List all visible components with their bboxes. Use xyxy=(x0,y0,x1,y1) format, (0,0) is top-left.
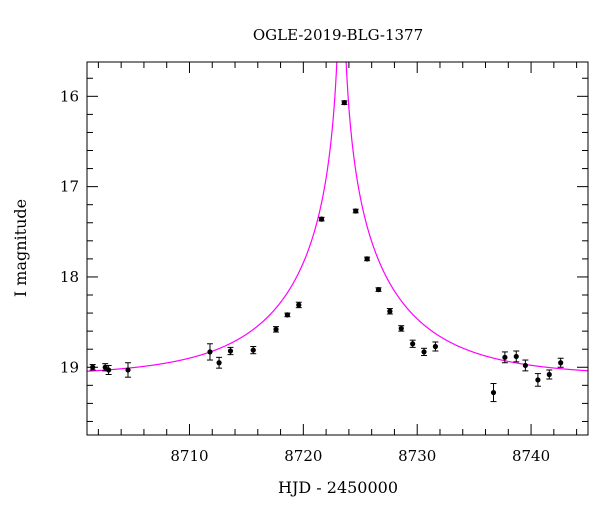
point-marker xyxy=(125,367,131,373)
data-point xyxy=(250,345,257,355)
point-marker xyxy=(250,347,256,353)
point-marker xyxy=(398,325,404,332)
data-point xyxy=(273,326,280,333)
point-marker xyxy=(375,286,382,293)
data-point xyxy=(352,208,359,214)
x-axis-label: HJD - 2450000 xyxy=(278,478,398,497)
point-marker xyxy=(284,312,290,318)
data-point xyxy=(490,383,497,403)
data-point xyxy=(534,373,541,387)
data-point xyxy=(216,356,223,369)
y-tick-label: 16 xyxy=(60,87,79,105)
chart-title: OGLE-2019-BLG-1377 xyxy=(253,26,423,44)
point-marker xyxy=(341,100,347,106)
plot-frame xyxy=(86,61,589,436)
point-marker xyxy=(558,360,564,366)
point-marker xyxy=(106,367,112,373)
point-marker xyxy=(227,348,234,354)
tick-labels: 8710 8720 8730 8740 16 17 18 19 xyxy=(60,87,550,465)
point-marker xyxy=(207,349,213,355)
y-tick-label: 17 xyxy=(60,178,79,196)
data-point xyxy=(421,347,428,357)
data-point xyxy=(206,343,213,361)
axis-ticks xyxy=(87,62,588,435)
point-marker xyxy=(364,256,370,262)
data-point xyxy=(341,100,348,106)
data-point xyxy=(105,364,112,375)
point-marker xyxy=(353,208,359,214)
model-curve xyxy=(87,62,588,372)
y-axis-label: I magnitude xyxy=(11,199,30,297)
point-marker xyxy=(432,343,439,350)
point-marker xyxy=(90,364,96,370)
point-marker xyxy=(318,216,325,222)
point-marker xyxy=(513,353,519,360)
data-point xyxy=(546,369,553,380)
x-tick-label: 8730 xyxy=(398,447,436,465)
data-point xyxy=(227,346,234,356)
data-point xyxy=(295,301,302,309)
data-point xyxy=(501,351,508,364)
data-point xyxy=(284,312,291,318)
x-tick-label: 8710 xyxy=(170,447,208,465)
y-tick-label: 19 xyxy=(60,358,79,376)
data-point xyxy=(398,325,405,332)
data-point xyxy=(318,216,325,222)
point-marker xyxy=(502,354,508,360)
data-point xyxy=(513,350,520,363)
point-marker xyxy=(296,302,302,308)
x-tick-label: 8720 xyxy=(284,447,322,465)
data-points xyxy=(89,100,564,403)
data-point xyxy=(557,357,564,368)
point-marker xyxy=(273,326,279,332)
data-point xyxy=(364,256,371,262)
point-marker xyxy=(216,360,222,366)
point-marker xyxy=(387,308,393,314)
y-tick-label: 18 xyxy=(60,268,79,286)
data-point xyxy=(124,362,131,378)
point-marker xyxy=(546,371,552,378)
data-point xyxy=(409,339,416,348)
point-marker xyxy=(410,341,416,347)
x-tick-label: 8740 xyxy=(512,447,550,465)
point-marker xyxy=(490,389,497,396)
point-marker xyxy=(535,377,541,383)
data-point xyxy=(386,308,393,315)
point-marker xyxy=(421,349,427,355)
data-point xyxy=(522,359,529,372)
data-point xyxy=(432,341,439,352)
data-point xyxy=(375,286,382,293)
point-marker xyxy=(522,362,528,369)
data-point xyxy=(89,364,96,371)
